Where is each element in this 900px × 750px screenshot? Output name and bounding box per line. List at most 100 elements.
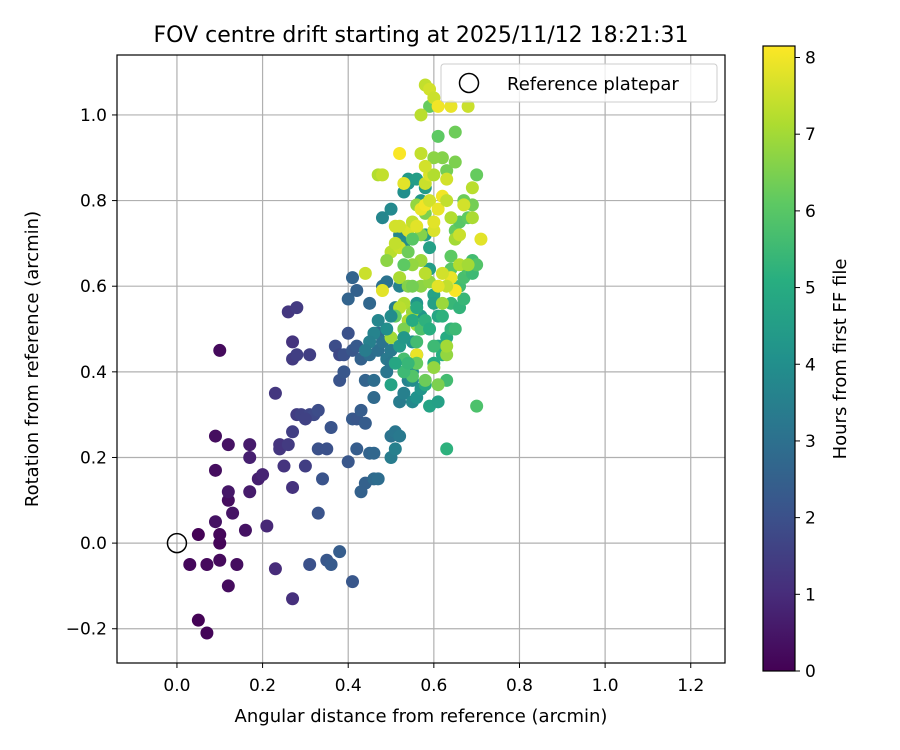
colorbar: 0 1 2 3 4 5 6 7 8 Hours from first FF file [762, 45, 851, 682]
colorbar-gradient [762, 45, 796, 672]
data-point [320, 442, 334, 456]
data-point [474, 232, 488, 246]
legend: Reference platepar [440, 63, 718, 103]
data-point [393, 271, 407, 285]
data-point [243, 438, 257, 452]
data-point [286, 480, 300, 494]
data-point [397, 258, 411, 272]
data-point [367, 373, 381, 387]
data-point [191, 613, 205, 627]
data-point [230, 558, 244, 572]
data-point [303, 558, 317, 572]
data-point [345, 271, 359, 285]
colorbar-tick-label: 8 [805, 49, 816, 69]
data-point [243, 450, 257, 464]
data-point [371, 472, 385, 486]
data-point [431, 129, 445, 143]
data-point [341, 326, 355, 340]
data-point [375, 211, 389, 225]
data-point [367, 446, 381, 460]
data-point [470, 399, 484, 413]
data-point [423, 241, 437, 255]
data-point [453, 228, 467, 242]
data-point [341, 292, 355, 306]
data-point [268, 386, 282, 400]
data-point [290, 348, 304, 362]
colorbar-ticks: 0 1 2 3 4 5 6 7 8 [795, 49, 816, 682]
data-point [440, 442, 454, 456]
data-point [311, 506, 325, 520]
data-point [444, 211, 458, 225]
data-point [243, 485, 257, 499]
data-point [401, 245, 415, 259]
data-point [393, 146, 407, 160]
data-point [457, 292, 471, 306]
y-tick-label: 0.2 [80, 448, 107, 468]
data-point [341, 455, 355, 469]
data-point [316, 472, 330, 486]
y-tick-label: −0.2 [66, 620, 107, 640]
y-tick-label: 0.6 [80, 277, 107, 297]
data-point [324, 421, 338, 435]
y-tick-label: 0.4 [80, 363, 107, 383]
data-point [213, 553, 227, 567]
legend-marker [458, 72, 480, 94]
data-point [221, 485, 235, 499]
data-point [431, 279, 445, 293]
data-point [431, 395, 445, 409]
x-axis-ticks: 0.0 0.2 0.4 0.6 0.8 1.0 1.2 [163, 663, 704, 696]
data-point [444, 99, 458, 113]
data-point [393, 219, 407, 233]
data-point [440, 339, 454, 353]
x-tick-label: 0.2 [249, 676, 276, 696]
data-point [465, 211, 479, 225]
x-tick-label: 0.4 [335, 676, 362, 696]
data-point [448, 125, 462, 139]
data-point [427, 215, 441, 229]
data-point [311, 403, 325, 417]
data-point [470, 168, 484, 182]
colorbar-tick-label: 5 [805, 279, 816, 299]
data-point [431, 99, 445, 113]
x-tick-label: 1.2 [677, 676, 704, 696]
data-point [401, 356, 415, 370]
data-points [183, 78, 488, 640]
data-point [397, 176, 411, 190]
data-point [405, 232, 419, 246]
data-point [380, 254, 394, 268]
data-point [221, 579, 235, 593]
colorbar-tick-label: 0 [805, 662, 816, 682]
data-point [358, 416, 372, 430]
data-point [256, 468, 270, 482]
y-axis-ticks: −0.2 0.0 0.2 0.4 0.6 0.8 1.0 [66, 106, 117, 640]
data-point [290, 301, 304, 315]
data-point [208, 463, 222, 477]
data-point [431, 202, 445, 216]
data-point [418, 373, 432, 387]
data-point [388, 442, 402, 456]
data-point [375, 283, 389, 297]
data-point [324, 558, 338, 572]
data-point [427, 151, 441, 165]
data-point [200, 626, 214, 640]
data-point [183, 558, 197, 572]
data-point [281, 438, 295, 452]
data-point [414, 108, 428, 122]
data-point [286, 592, 300, 606]
data-point [423, 322, 437, 336]
data-point [397, 386, 411, 400]
data-point [435, 309, 449, 323]
x-tick-label: 0.0 [163, 676, 190, 696]
data-point [384, 202, 398, 216]
chart-title: FOV centre drift starting at 2025/11/12 … [154, 23, 689, 48]
data-point [367, 391, 381, 405]
data-point [388, 236, 402, 250]
data-point [418, 266, 432, 280]
data-point [208, 429, 222, 443]
data-point [405, 313, 419, 327]
data-point [268, 562, 282, 576]
data-point [461, 99, 475, 113]
data-point [345, 575, 359, 589]
data-point [337, 365, 351, 379]
